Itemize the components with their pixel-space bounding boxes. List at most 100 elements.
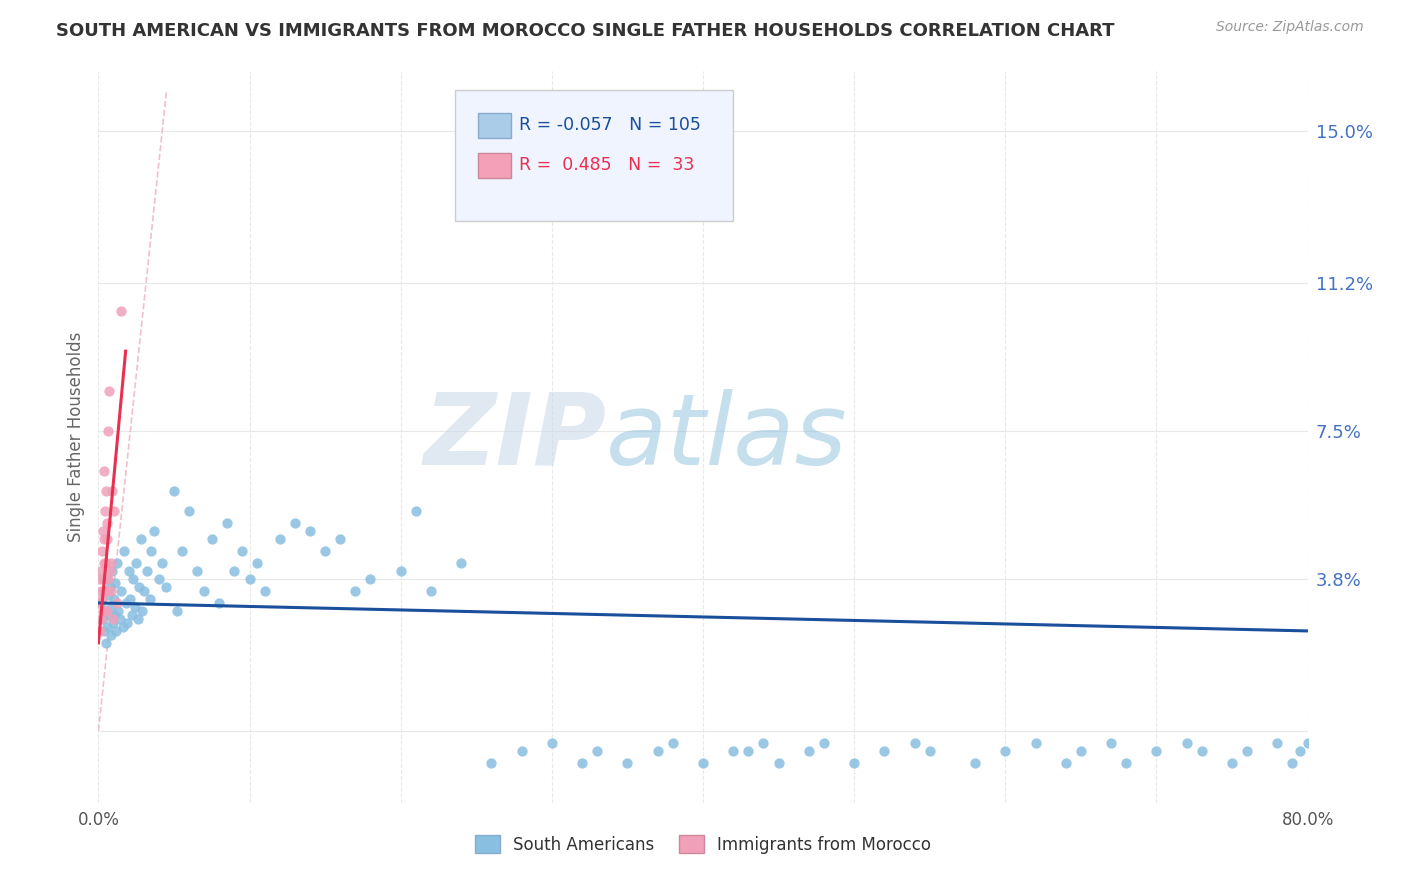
- Point: [94, 604, 117, 618]
- Y-axis label: Single Father Households: Single Father Households: [66, 332, 84, 542]
- Point: [91, 604, 114, 618]
- Text: ZIP: ZIP: [423, 389, 606, 485]
- Point: [89, 624, 111, 638]
- Point: [1054, 756, 1077, 770]
- Point: [112, 544, 135, 558]
- Point: [125, 556, 148, 570]
- Point: [155, 580, 177, 594]
- Text: Source: ZipAtlas.com: Source: ZipAtlas.com: [1216, 20, 1364, 34]
- Point: [253, 584, 276, 599]
- Point: [647, 744, 669, 758]
- Point: [1220, 756, 1243, 770]
- Point: [873, 744, 896, 758]
- Point: [752, 736, 775, 750]
- Text: atlas: atlas: [606, 389, 848, 485]
- Point: [101, 612, 124, 626]
- Point: [246, 556, 269, 570]
- Point: [93, 556, 115, 570]
- Point: [118, 564, 141, 578]
- Point: [124, 599, 146, 614]
- Point: [329, 532, 352, 546]
- Point: [91, 572, 114, 586]
- Point: [844, 756, 866, 770]
- Point: [121, 607, 143, 622]
- Point: [90, 612, 112, 626]
- Point: [208, 596, 231, 610]
- Point: [132, 584, 155, 599]
- Point: [115, 615, 138, 630]
- Point: [122, 572, 145, 586]
- Point: [94, 584, 117, 599]
- Point: [93, 464, 115, 478]
- Point: [215, 516, 238, 530]
- Point: [96, 604, 118, 618]
- Point: [97, 572, 120, 586]
- Point: [163, 483, 186, 498]
- Point: [797, 744, 820, 758]
- Point: [110, 304, 132, 318]
- Point: [96, 584, 118, 599]
- Point: [98, 607, 121, 622]
- Point: [91, 612, 114, 626]
- Point: [586, 744, 609, 758]
- Point: [90, 564, 112, 578]
- Point: [97, 424, 120, 438]
- Point: [141, 544, 163, 558]
- Point: [96, 620, 118, 634]
- Point: [94, 556, 117, 570]
- Point: [120, 591, 142, 606]
- Point: [90, 591, 112, 606]
- Point: [107, 604, 129, 618]
- Point: [201, 532, 224, 546]
- Point: [143, 524, 166, 538]
- Point: [481, 756, 503, 770]
- Text: SOUTH AMERICAN VS IMMIGRANTS FROM MOROCCO SINGLE FATHER HOUSEHOLDS CORRELATION C: SOUTH AMERICAN VS IMMIGRANTS FROM MOROCC…: [56, 22, 1115, 40]
- FancyBboxPatch shape: [456, 90, 734, 221]
- Point: [129, 532, 152, 546]
- Point: [90, 584, 112, 599]
- Point: [1289, 744, 1312, 758]
- Point: [94, 636, 117, 650]
- Point: [93, 584, 115, 599]
- Point: [100, 556, 122, 570]
- Point: [100, 628, 122, 642]
- Point: [139, 591, 162, 606]
- Point: [101, 615, 124, 630]
- Legend: South Americans, Immigrants from Morocco: South Americans, Immigrants from Morocco: [468, 829, 938, 860]
- Point: [1267, 736, 1289, 750]
- Point: [1281, 756, 1303, 770]
- Point: [231, 544, 253, 558]
- Point: [540, 736, 562, 750]
- Point: [389, 564, 412, 578]
- Point: [692, 756, 714, 770]
- Point: [105, 596, 128, 610]
- Point: [114, 596, 136, 610]
- Point: [91, 544, 114, 558]
- Point: [105, 556, 128, 570]
- Point: [108, 612, 131, 626]
- FancyBboxPatch shape: [478, 113, 510, 138]
- Point: [94, 483, 117, 498]
- Point: [89, 596, 111, 610]
- Point: [813, 736, 835, 750]
- Point: [186, 564, 208, 578]
- Point: [661, 736, 683, 750]
- Point: [93, 624, 115, 638]
- Point: [111, 620, 134, 634]
- Point: [179, 504, 201, 518]
- Point: [299, 524, 322, 538]
- Point: [110, 584, 132, 599]
- Point: [101, 483, 124, 498]
- Point: [224, 564, 246, 578]
- Point: [420, 584, 443, 599]
- Text: R =  0.485   N =  33: R = 0.485 N = 33: [519, 156, 695, 174]
- Point: [965, 756, 987, 770]
- Point: [1191, 744, 1213, 758]
- Point: [135, 564, 157, 578]
- Point: [104, 624, 127, 638]
- Text: R = -0.057   N = 105: R = -0.057 N = 105: [519, 116, 702, 134]
- Point: [405, 504, 427, 518]
- Point: [360, 572, 382, 586]
- Point: [1236, 744, 1258, 758]
- Point: [344, 584, 367, 599]
